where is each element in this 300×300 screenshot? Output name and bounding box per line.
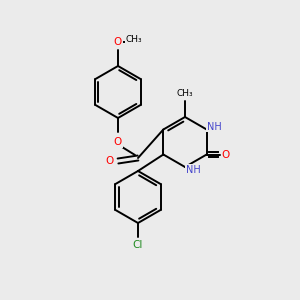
Text: NH: NH: [186, 165, 200, 175]
Text: CH₃: CH₃: [177, 88, 193, 98]
Text: Cl: Cl: [133, 240, 143, 250]
Text: CH₃: CH₃: [126, 35, 142, 44]
Text: NH: NH: [207, 122, 222, 131]
Text: O: O: [114, 137, 122, 147]
Text: O: O: [106, 156, 114, 166]
Text: O: O: [221, 149, 230, 160]
Text: O: O: [114, 37, 122, 47]
